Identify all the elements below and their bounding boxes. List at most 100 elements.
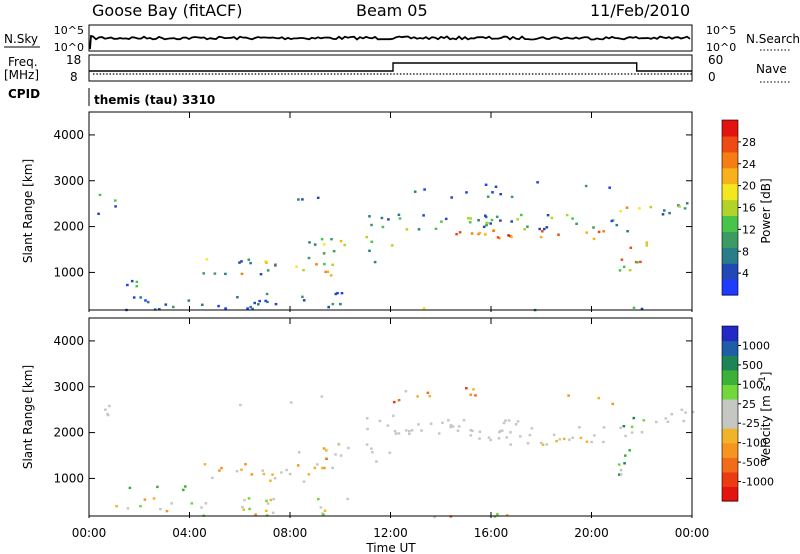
echo-cell [316,196,320,199]
echo-cell [447,419,450,422]
y-tick-label: 4000 [53,128,84,142]
echo-cell [682,419,686,423]
echo-cell [302,480,306,483]
echo-cell [494,185,498,188]
echo-cell [632,416,636,420]
power-panel-frame [88,111,693,311]
echo-cell [619,473,623,476]
echo-cell [630,431,634,434]
echo-cell [685,202,689,205]
echo-cell [331,263,334,266]
echo-cell [370,447,373,450]
echo-cell [465,387,468,390]
echo-cell [213,272,217,275]
echo-cell [585,440,589,443]
echo-cell [624,434,627,438]
echo-cell [516,218,519,221]
echo-cell [422,307,426,310]
echo-cell [104,408,107,411]
echo-cell [143,498,147,501]
echo-cell [482,225,486,228]
echo-cell [271,473,274,476]
nsearch-tick-top: 10^5 [706,24,736,37]
echo-cell [546,214,550,217]
echo-cell [322,513,325,516]
echo-cell [242,508,246,511]
echo-cell [368,215,371,218]
echo-cell [240,468,243,471]
echo-cell [469,217,472,220]
echo-cell [331,466,334,470]
echo-cell [330,238,333,241]
echo-cell [520,213,523,217]
echo-cell [622,425,626,428]
echo-cell [642,419,646,422]
power-scatter-cells [97,181,689,312]
echo-cell [272,497,275,501]
x-tick-label: 08:00 [273,526,308,540]
colorbar-swatch [722,183,738,201]
echo-cell [666,420,670,423]
echo-cell [486,195,490,198]
freq-frame [88,54,693,82]
station-title: Goose Bay (fitACF) [92,1,242,20]
echo-cell [455,233,458,236]
echo-cell [429,422,433,425]
colorbar-swatch [722,413,738,429]
echo-cell [623,462,626,465]
echo-cell [220,466,223,470]
colorbar-swatch [722,428,738,444]
colorbar-swatch [722,135,738,153]
echo-cell [437,432,441,435]
echo-cell [507,234,510,237]
echo-cell [274,264,277,267]
echo-cell [466,217,470,220]
echo-cell [530,427,534,430]
echo-cell [416,395,419,398]
echo-cell [477,219,480,222]
echo-cell [585,231,588,234]
echo-cell [386,424,390,427]
echo-cell [426,391,430,394]
echo-cell [172,305,175,309]
echo-cell [313,466,317,470]
echo-cell [249,261,252,265]
echo-cell [484,233,487,236]
echo-cell [602,230,605,233]
echo-cell [490,218,494,222]
echo-cell [285,468,288,472]
nsky-trace [89,34,691,50]
echo-cell [394,432,398,435]
echo-cell [592,226,595,229]
echo-cell [465,191,468,194]
echo-cell [301,295,304,298]
echo-cell [201,303,204,306]
echo-cell [165,509,169,513]
echo-cell [500,429,504,432]
echo-cell [538,227,541,231]
echo-cell [458,231,462,234]
freq-trace [89,62,692,72]
echo-cell [645,244,649,247]
echo-cell [536,181,539,184]
echo-cell [339,239,343,243]
echo-cell [539,441,543,445]
echo-cell [126,507,130,510]
echo-cell [128,486,132,490]
echo-cell [265,292,269,296]
echo-cell [307,473,311,476]
echo-cell [691,410,695,414]
echo-cell [618,473,621,476]
echo-cell [493,515,497,518]
echo-cell [265,261,268,264]
echo-cell [392,400,396,404]
echo-cell [322,447,326,450]
echo-cell [575,222,578,225]
echo-cell [108,404,111,408]
freq-unit: [MHz] [4,68,39,82]
echo-cell [375,460,378,463]
colorbar-swatch [722,247,738,264]
x-tick-label: 00:00 [675,526,710,540]
echo-cell [346,497,349,501]
echo-cell [680,408,684,411]
